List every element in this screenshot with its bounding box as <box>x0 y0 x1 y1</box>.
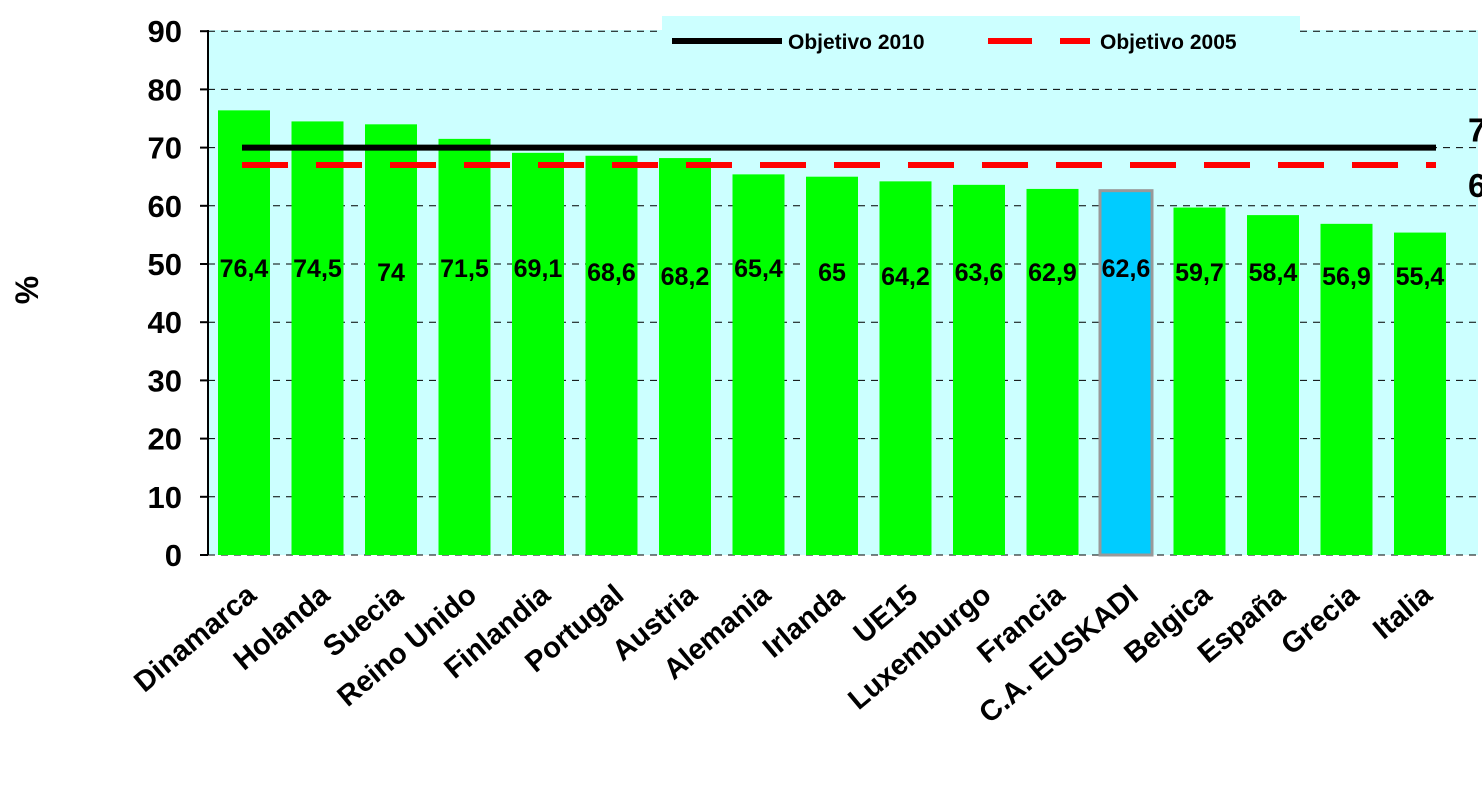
reference-lines: 7067 <box>242 112 1482 204</box>
data-label: 63,6 <box>955 259 1004 287</box>
bar-dinamarca <box>218 110 270 556</box>
bar-c-a-euskadi <box>1098 189 1154 557</box>
x-category-label: Irlanda <box>757 578 851 664</box>
y-axis: 0 10 20 30 40 50 60 70 80 90 <box>148 14 209 573</box>
y-tick-label: 10 <box>148 480 182 515</box>
bars <box>218 110 1446 557</box>
data-label: 74,5 <box>293 255 342 283</box>
bar-reino-unido <box>438 138 491 555</box>
bar-austria <box>659 158 711 556</box>
y-tick-label: 0 <box>165 538 182 573</box>
data-label: 69,1 <box>514 255 563 283</box>
bar-holanda <box>291 121 344 555</box>
reference-line-label: 67 <box>1468 167 1482 204</box>
reference-line-label: 70 <box>1468 112 1482 149</box>
data-labels: 76,4 74,5 74 71,5 69,1 68,6 68,2 65,4 65 64,2 63,6… <box>220 255 1445 291</box>
data-label: 62,9 <box>1028 259 1077 287</box>
bar-irlanda <box>806 176 858 555</box>
bar-grecia <box>1320 223 1373 556</box>
y-tick-label: 20 <box>148 422 182 457</box>
bar-españa <box>1247 215 1299 555</box>
legend-label: Objetivo 2005 <box>1100 31 1237 54</box>
y-tick-label: 60 <box>148 189 182 224</box>
y-tick-label: 30 <box>148 363 182 398</box>
x-category-label: Grecia <box>1275 578 1365 661</box>
data-label: 58,4 <box>1249 259 1298 287</box>
data-label: 56,9 <box>1322 263 1371 291</box>
bar-luxemburgo <box>953 184 1005 555</box>
legend-label: Objetivo 2010 <box>788 31 925 54</box>
x-category-label: Italia <box>1367 578 1439 646</box>
bar-ue15 <box>879 181 932 555</box>
bar-italia <box>1394 232 1446 555</box>
data-label: 68,6 <box>587 259 636 287</box>
data-label: 65 <box>818 259 846 287</box>
bar-alemania <box>732 174 785 555</box>
data-label: 62,6 <box>1102 255 1151 283</box>
data-label: 74 <box>377 259 405 287</box>
y-tick-label: 50 <box>148 247 182 282</box>
bar-suecia <box>365 124 417 555</box>
data-label: 68,2 <box>661 263 710 291</box>
bar-finlandia <box>512 152 564 555</box>
legend: Objetivo 2010 Objetivo 2005 <box>662 16 1300 66</box>
data-label: 64,2 <box>881 263 930 291</box>
bar-francia <box>1026 188 1079 555</box>
data-label: 65,4 <box>734 255 783 283</box>
y-tick-label: 40 <box>148 305 182 340</box>
bar-portugal <box>585 155 638 556</box>
data-label: 76,4 <box>220 255 269 283</box>
data-label: 71,5 <box>440 255 489 283</box>
data-label: 59,7 <box>1175 259 1224 287</box>
y-tick-label: 80 <box>148 72 182 107</box>
data-label: 55,4 <box>1396 263 1445 291</box>
bar-belgica <box>1173 207 1226 555</box>
y-tick-label: 90 <box>148 14 182 49</box>
y-axis-title: % <box>9 276 45 304</box>
y-tick-label: 70 <box>148 131 182 166</box>
